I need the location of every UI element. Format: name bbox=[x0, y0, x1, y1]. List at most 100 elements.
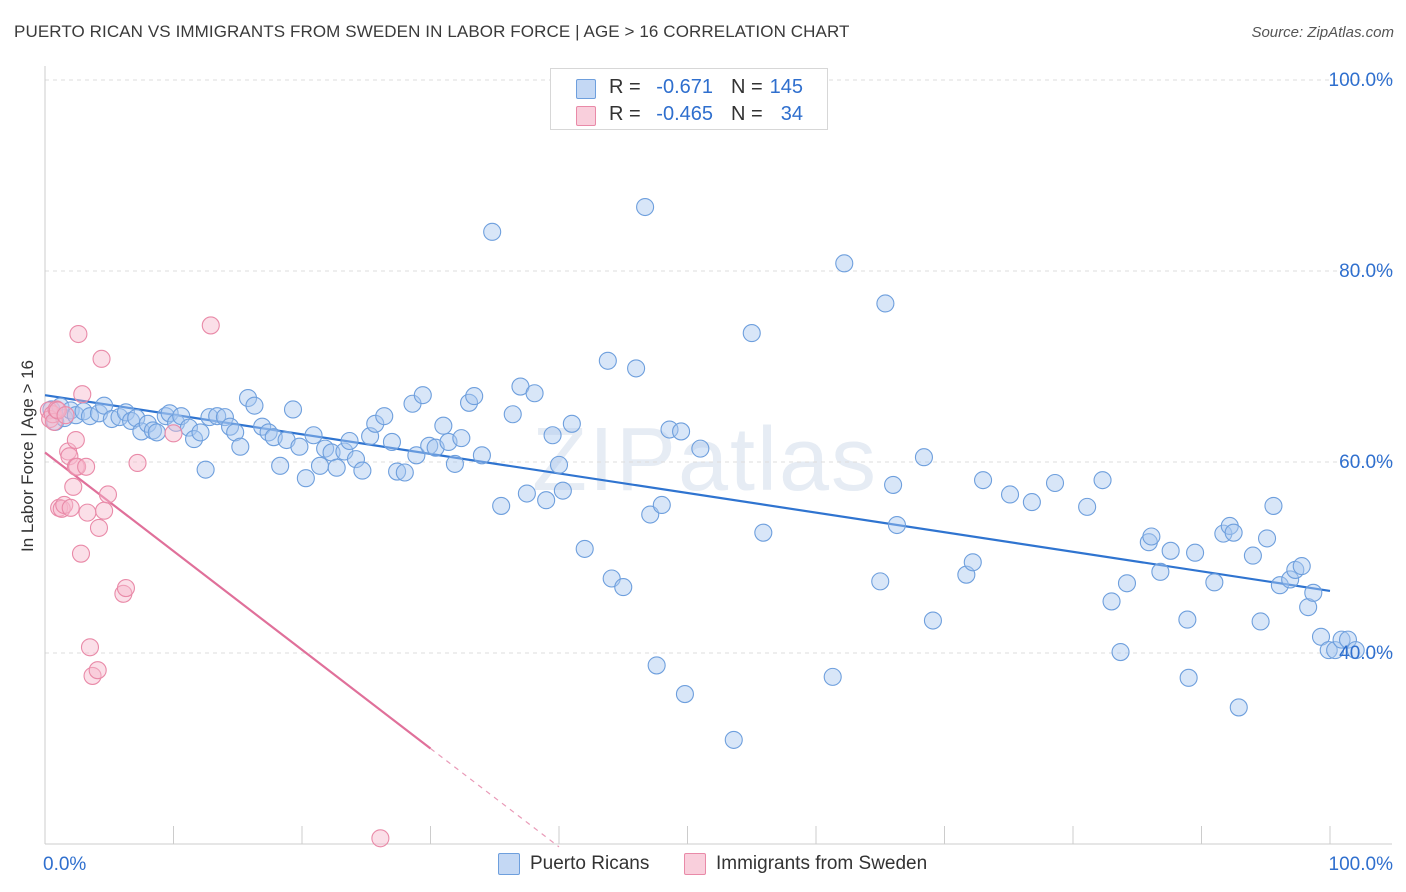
point-blue bbox=[1161, 541, 1180, 560]
correlation-legend: R = -0.671 N = 145 R = -0.465 N = 34 bbox=[550, 68, 828, 130]
point-pink bbox=[83, 666, 102, 685]
point-pink bbox=[69, 324, 88, 344]
tick-labels: 40.0% 60.0% 80.0% 100.0% 0.0% 100.0% bbox=[43, 70, 1393, 875]
point-blue bbox=[1205, 573, 1224, 592]
point-blue bbox=[160, 404, 179, 423]
point-blue bbox=[413, 386, 432, 405]
point-blue bbox=[420, 436, 439, 455]
x-tick-label: 100.0% bbox=[1329, 854, 1394, 875]
point-blue bbox=[147, 423, 166, 442]
point-blue bbox=[660, 420, 679, 439]
point-blue bbox=[963, 553, 982, 572]
x-tick-label: 0.0% bbox=[43, 854, 86, 875]
point-blue bbox=[1022, 493, 1041, 512]
point-blue bbox=[375, 407, 394, 426]
point-blue bbox=[200, 408, 219, 427]
legend-row-puerto-ricans: R = -0.671 N = 145 bbox=[551, 74, 827, 100]
point-blue bbox=[472, 446, 491, 465]
point-pink bbox=[128, 453, 147, 473]
point-blue bbox=[353, 461, 372, 480]
point-blue bbox=[116, 403, 136, 422]
y-tick-label: 40.0% bbox=[1339, 643, 1393, 664]
point-blue bbox=[1151, 562, 1170, 581]
point-blue bbox=[196, 460, 215, 479]
point-blue bbox=[549, 455, 569, 474]
point-blue bbox=[1111, 642, 1130, 662]
point-blue bbox=[127, 409, 146, 428]
point-blue bbox=[1332, 630, 1351, 649]
point-blue bbox=[973, 471, 993, 490]
point-blue bbox=[754, 523, 773, 542]
data-points bbox=[39, 197, 1365, 848]
point-blue bbox=[636, 197, 655, 217]
grid-lines bbox=[45, 79, 1395, 654]
point-blue bbox=[208, 407, 227, 426]
point-blue bbox=[823, 667, 842, 686]
y-tick-label: 60.0% bbox=[1339, 452, 1393, 473]
point-blue bbox=[871, 572, 890, 591]
point-blue bbox=[627, 359, 646, 378]
point-blue bbox=[1117, 574, 1137, 593]
point-blue bbox=[543, 426, 562, 445]
point-pink bbox=[201, 316, 220, 335]
chart-title: PUERTO RICAN VS IMMIGRANTS FROM SWEDEN I… bbox=[14, 22, 850, 41]
point-blue bbox=[1178, 610, 1197, 629]
point-blue bbox=[310, 456, 330, 475]
r-value: -0.671 bbox=[656, 76, 713, 98]
legend-row-sweden: R = -0.465 N = 34 bbox=[551, 101, 827, 127]
point-blue bbox=[525, 384, 544, 403]
point-blue bbox=[1281, 570, 1300, 589]
point-blue bbox=[283, 400, 303, 419]
point-pink bbox=[164, 424, 183, 443]
point-blue bbox=[553, 481, 572, 500]
point-blue bbox=[1078, 497, 1097, 516]
point-blue bbox=[95, 396, 114, 415]
pink-swatch bbox=[684, 853, 706, 875]
point-blue bbox=[1179, 668, 1198, 687]
blue-swatch bbox=[498, 853, 520, 875]
point-blue bbox=[185, 430, 204, 449]
point-blue bbox=[340, 431, 359, 451]
point-blue bbox=[445, 454, 464, 473]
point-pink bbox=[71, 544, 91, 563]
point-blue bbox=[1102, 592, 1121, 611]
point-pink bbox=[64, 477, 83, 496]
y-tick-label: 100.0% bbox=[1329, 70, 1394, 91]
point-blue bbox=[1326, 641, 1345, 660]
point-pink bbox=[98, 485, 118, 504]
point-blue bbox=[672, 422, 691, 441]
point-blue bbox=[652, 495, 671, 515]
point-blue bbox=[1257, 529, 1277, 548]
point-pink bbox=[66, 430, 85, 450]
point-pink bbox=[95, 501, 114, 520]
point-blue bbox=[304, 426, 323, 445]
n-value: 145 bbox=[769, 76, 803, 98]
point-blue bbox=[914, 448, 933, 467]
legend-label: Puerto Ricans bbox=[530, 853, 650, 874]
point-blue bbox=[1000, 485, 1020, 504]
point-blue bbox=[388, 462, 407, 481]
point-blue bbox=[245, 396, 264, 415]
point-blue bbox=[835, 254, 854, 273]
point-blue bbox=[1243, 546, 1262, 565]
point-pink bbox=[78, 503, 97, 522]
point-pink bbox=[77, 457, 96, 476]
point-pink bbox=[92, 349, 111, 368]
r-label: R = bbox=[609, 76, 641, 98]
point-blue bbox=[191, 423, 210, 442]
point-blue bbox=[562, 414, 581, 433]
point-blue bbox=[876, 294, 895, 313]
point-blue bbox=[1270, 576, 1289, 595]
point-blue bbox=[1304, 583, 1323, 602]
point-blue bbox=[675, 685, 694, 704]
point-pink bbox=[371, 829, 390, 848]
point-blue bbox=[537, 491, 556, 510]
point-blue bbox=[1338, 630, 1358, 649]
point-blue bbox=[1186, 543, 1205, 562]
point-blue bbox=[483, 222, 502, 241]
trend-extension-pink bbox=[430, 748, 560, 848]
point-blue bbox=[465, 387, 484, 406]
legend-label: Immigrants from Sweden bbox=[716, 853, 928, 874]
point-blue bbox=[327, 458, 346, 477]
